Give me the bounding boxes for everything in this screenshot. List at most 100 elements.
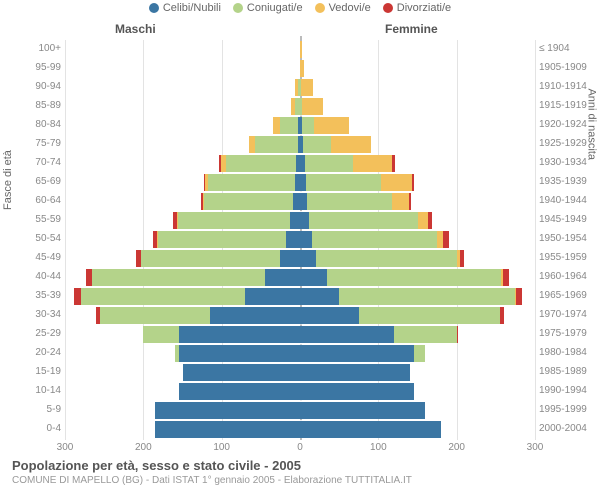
legend-label: Divorziati/e xyxy=(397,2,451,14)
bar-male xyxy=(183,364,301,381)
bar-segment xyxy=(460,250,465,267)
bar-male xyxy=(249,136,300,153)
age-label: 85-89 xyxy=(17,100,61,111)
bar-female xyxy=(300,326,457,343)
age-row: 80-841920-1924 xyxy=(65,116,535,135)
birth-year-label: 2000-2004 xyxy=(539,423,595,434)
birth-year-label: 1970-1974 xyxy=(539,309,595,320)
bar-segment xyxy=(381,174,412,191)
bar-female xyxy=(300,288,522,305)
bar-male xyxy=(273,117,300,134)
bar-segment xyxy=(280,117,298,134)
x-tick: 200 xyxy=(135,442,152,453)
legend: Celibi/Nubili Coniugati/e Vedovi/e Divorzia… xyxy=(0,2,600,16)
birth-year-label: 1915-1919 xyxy=(539,100,595,111)
x-tick: 100 xyxy=(213,442,230,453)
bar-segment xyxy=(339,288,515,305)
bar-segment xyxy=(412,174,414,191)
legend-item: Divorziati/e xyxy=(383,2,451,14)
bar-segment xyxy=(302,98,323,115)
age-row: 0-42000-2004 xyxy=(65,420,535,439)
birth-year-label: 1975-1979 xyxy=(539,328,595,339)
bar-male xyxy=(173,212,300,229)
age-row: 70-741930-1934 xyxy=(65,154,535,173)
bar-segment xyxy=(303,136,330,153)
bar-segment xyxy=(327,269,501,286)
age-row: 95-991905-1909 xyxy=(65,59,535,78)
age-row: 55-591945-1949 xyxy=(65,211,535,230)
bar-segment xyxy=(409,193,411,210)
age-label: 80-84 xyxy=(17,119,61,130)
age-row: 90-941910-1914 xyxy=(65,78,535,97)
bar-segment xyxy=(300,269,327,286)
birth-year-label: 1910-1914 xyxy=(539,81,595,92)
age-row: 60-641940-1944 xyxy=(65,192,535,211)
birth-year-label: 1965-1969 xyxy=(539,290,595,301)
bar-segment xyxy=(443,231,448,248)
bar-female xyxy=(300,193,411,210)
bar-segment xyxy=(392,193,409,210)
bar-segment xyxy=(300,193,307,210)
legend-swatch xyxy=(383,3,393,13)
legend-label: Coniugati/e xyxy=(247,2,303,14)
legend-item: Celibi/Nubili xyxy=(149,2,221,14)
age-row: 65-691935-1939 xyxy=(65,173,535,192)
bar-segment xyxy=(81,288,246,305)
bar-female xyxy=(300,117,349,134)
bar-segment xyxy=(516,288,522,305)
age-row: 50-541950-1954 xyxy=(65,230,535,249)
bar-male xyxy=(155,421,300,438)
bar-male xyxy=(96,307,300,324)
age-row: 30-341970-1974 xyxy=(65,306,535,325)
age-label: 60-64 xyxy=(17,195,61,206)
bar-segment xyxy=(178,212,290,229)
bar-segment xyxy=(183,364,301,381)
age-row: 10-141990-1994 xyxy=(65,382,535,401)
bar-female xyxy=(300,41,302,58)
bar-segment xyxy=(141,250,280,267)
bar-female xyxy=(300,402,425,419)
legend-label: Celibi/Nubili xyxy=(163,2,221,14)
legend-item: Vedovi/e xyxy=(315,2,371,14)
age-row: 85-891915-1919 xyxy=(65,97,535,116)
legend-item: Coniugati/e xyxy=(233,2,303,14)
bar-male xyxy=(175,345,300,362)
birth-year-label: 1990-1994 xyxy=(539,385,595,396)
age-label: 20-24 xyxy=(17,347,61,358)
bar-segment xyxy=(286,231,300,248)
bar-segment xyxy=(210,307,300,324)
bar-male xyxy=(201,193,300,210)
bar-segment xyxy=(300,383,414,400)
birth-year-label: 1985-1989 xyxy=(539,366,595,377)
birth-year-label: 1920-1924 xyxy=(539,119,595,130)
x-tick: 300 xyxy=(527,442,544,453)
bar-segment xyxy=(392,155,394,172)
bar-segment xyxy=(300,402,425,419)
x-axis: 3002001000100200300 xyxy=(65,442,535,456)
birth-year-label: 1940-1944 xyxy=(539,195,595,206)
bar-segment xyxy=(179,383,300,400)
bar-segment xyxy=(179,345,300,362)
birth-year-label: 1980-1984 xyxy=(539,347,595,358)
birth-year-label: 1945-1949 xyxy=(539,214,595,225)
birth-year-label: 1925-1929 xyxy=(539,138,595,149)
age-label: 35-39 xyxy=(17,290,61,301)
bar-segment xyxy=(158,231,286,248)
age-label: 50-54 xyxy=(17,233,61,244)
birth-year-label: 1950-1954 xyxy=(539,233,595,244)
bar-segment xyxy=(316,250,457,267)
chart-footer: Popolazione per età, sesso e stato civil… xyxy=(12,458,412,486)
x-tick: 300 xyxy=(57,442,74,453)
bar-segment xyxy=(500,307,504,324)
bar-segment xyxy=(418,212,427,229)
bar-male xyxy=(74,288,300,305)
population-pyramid: Celibi/Nubili Coniugati/e Vedovi/e Divorzia… xyxy=(0,0,600,500)
bar-segment xyxy=(300,212,309,229)
bar-segment xyxy=(331,136,372,153)
age-row: 100+≤ 1904 xyxy=(65,40,535,59)
bar-male xyxy=(204,174,300,191)
bar-female xyxy=(300,364,410,381)
birth-year-label: ≤ 1904 xyxy=(539,43,595,54)
age-row: 20-241980-1984 xyxy=(65,344,535,363)
header-male: Maschi xyxy=(115,22,156,36)
